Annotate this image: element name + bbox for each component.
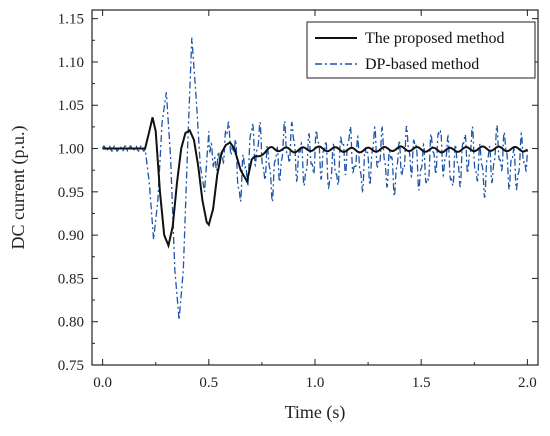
series-line-proposed-method [102, 117, 529, 249]
y-tick-label: 0.75 [58, 358, 84, 374]
legend: The proposed method DP-based method [306, 21, 536, 79]
legend-label-0: The proposed method [365, 30, 505, 47]
legend-label-1: DP-based method [365, 56, 479, 73]
y-tick-label: 1.15 [58, 12, 84, 28]
y-axis-label: DC current (p.u.) [8, 126, 29, 250]
legend-box [306, 21, 536, 79]
x-axis-label: Time (s) [285, 402, 346, 423]
y-tick-label: 0.95 [58, 185, 84, 201]
axes: 0.0 0.5 1.0 1.5 2.0 0.75 0.80 0.85 0.90 0.95 1.00 1… [58, 9, 539, 391]
x-tick-label: 0.5 [199, 375, 218, 391]
y-tick-label: 0.85 [58, 271, 84, 287]
y-tick-label: 1.10 [58, 55, 84, 71]
y-tick-label: 0.90 [58, 228, 84, 244]
series-line-dp-based-method [102, 37, 529, 321]
y-tick-label: 0.80 [58, 315, 84, 331]
x-tick-label: 0.0 [93, 375, 112, 391]
x-tick-label: 2.0 [518, 375, 537, 391]
x-tick-label: 1.5 [412, 375, 431, 391]
y-tick-label: 1.05 [58, 98, 84, 114]
plot-area [102, 37, 529, 321]
y-tick-label: 1.00 [58, 142, 84, 158]
x-tick-label: 1.0 [306, 375, 325, 391]
